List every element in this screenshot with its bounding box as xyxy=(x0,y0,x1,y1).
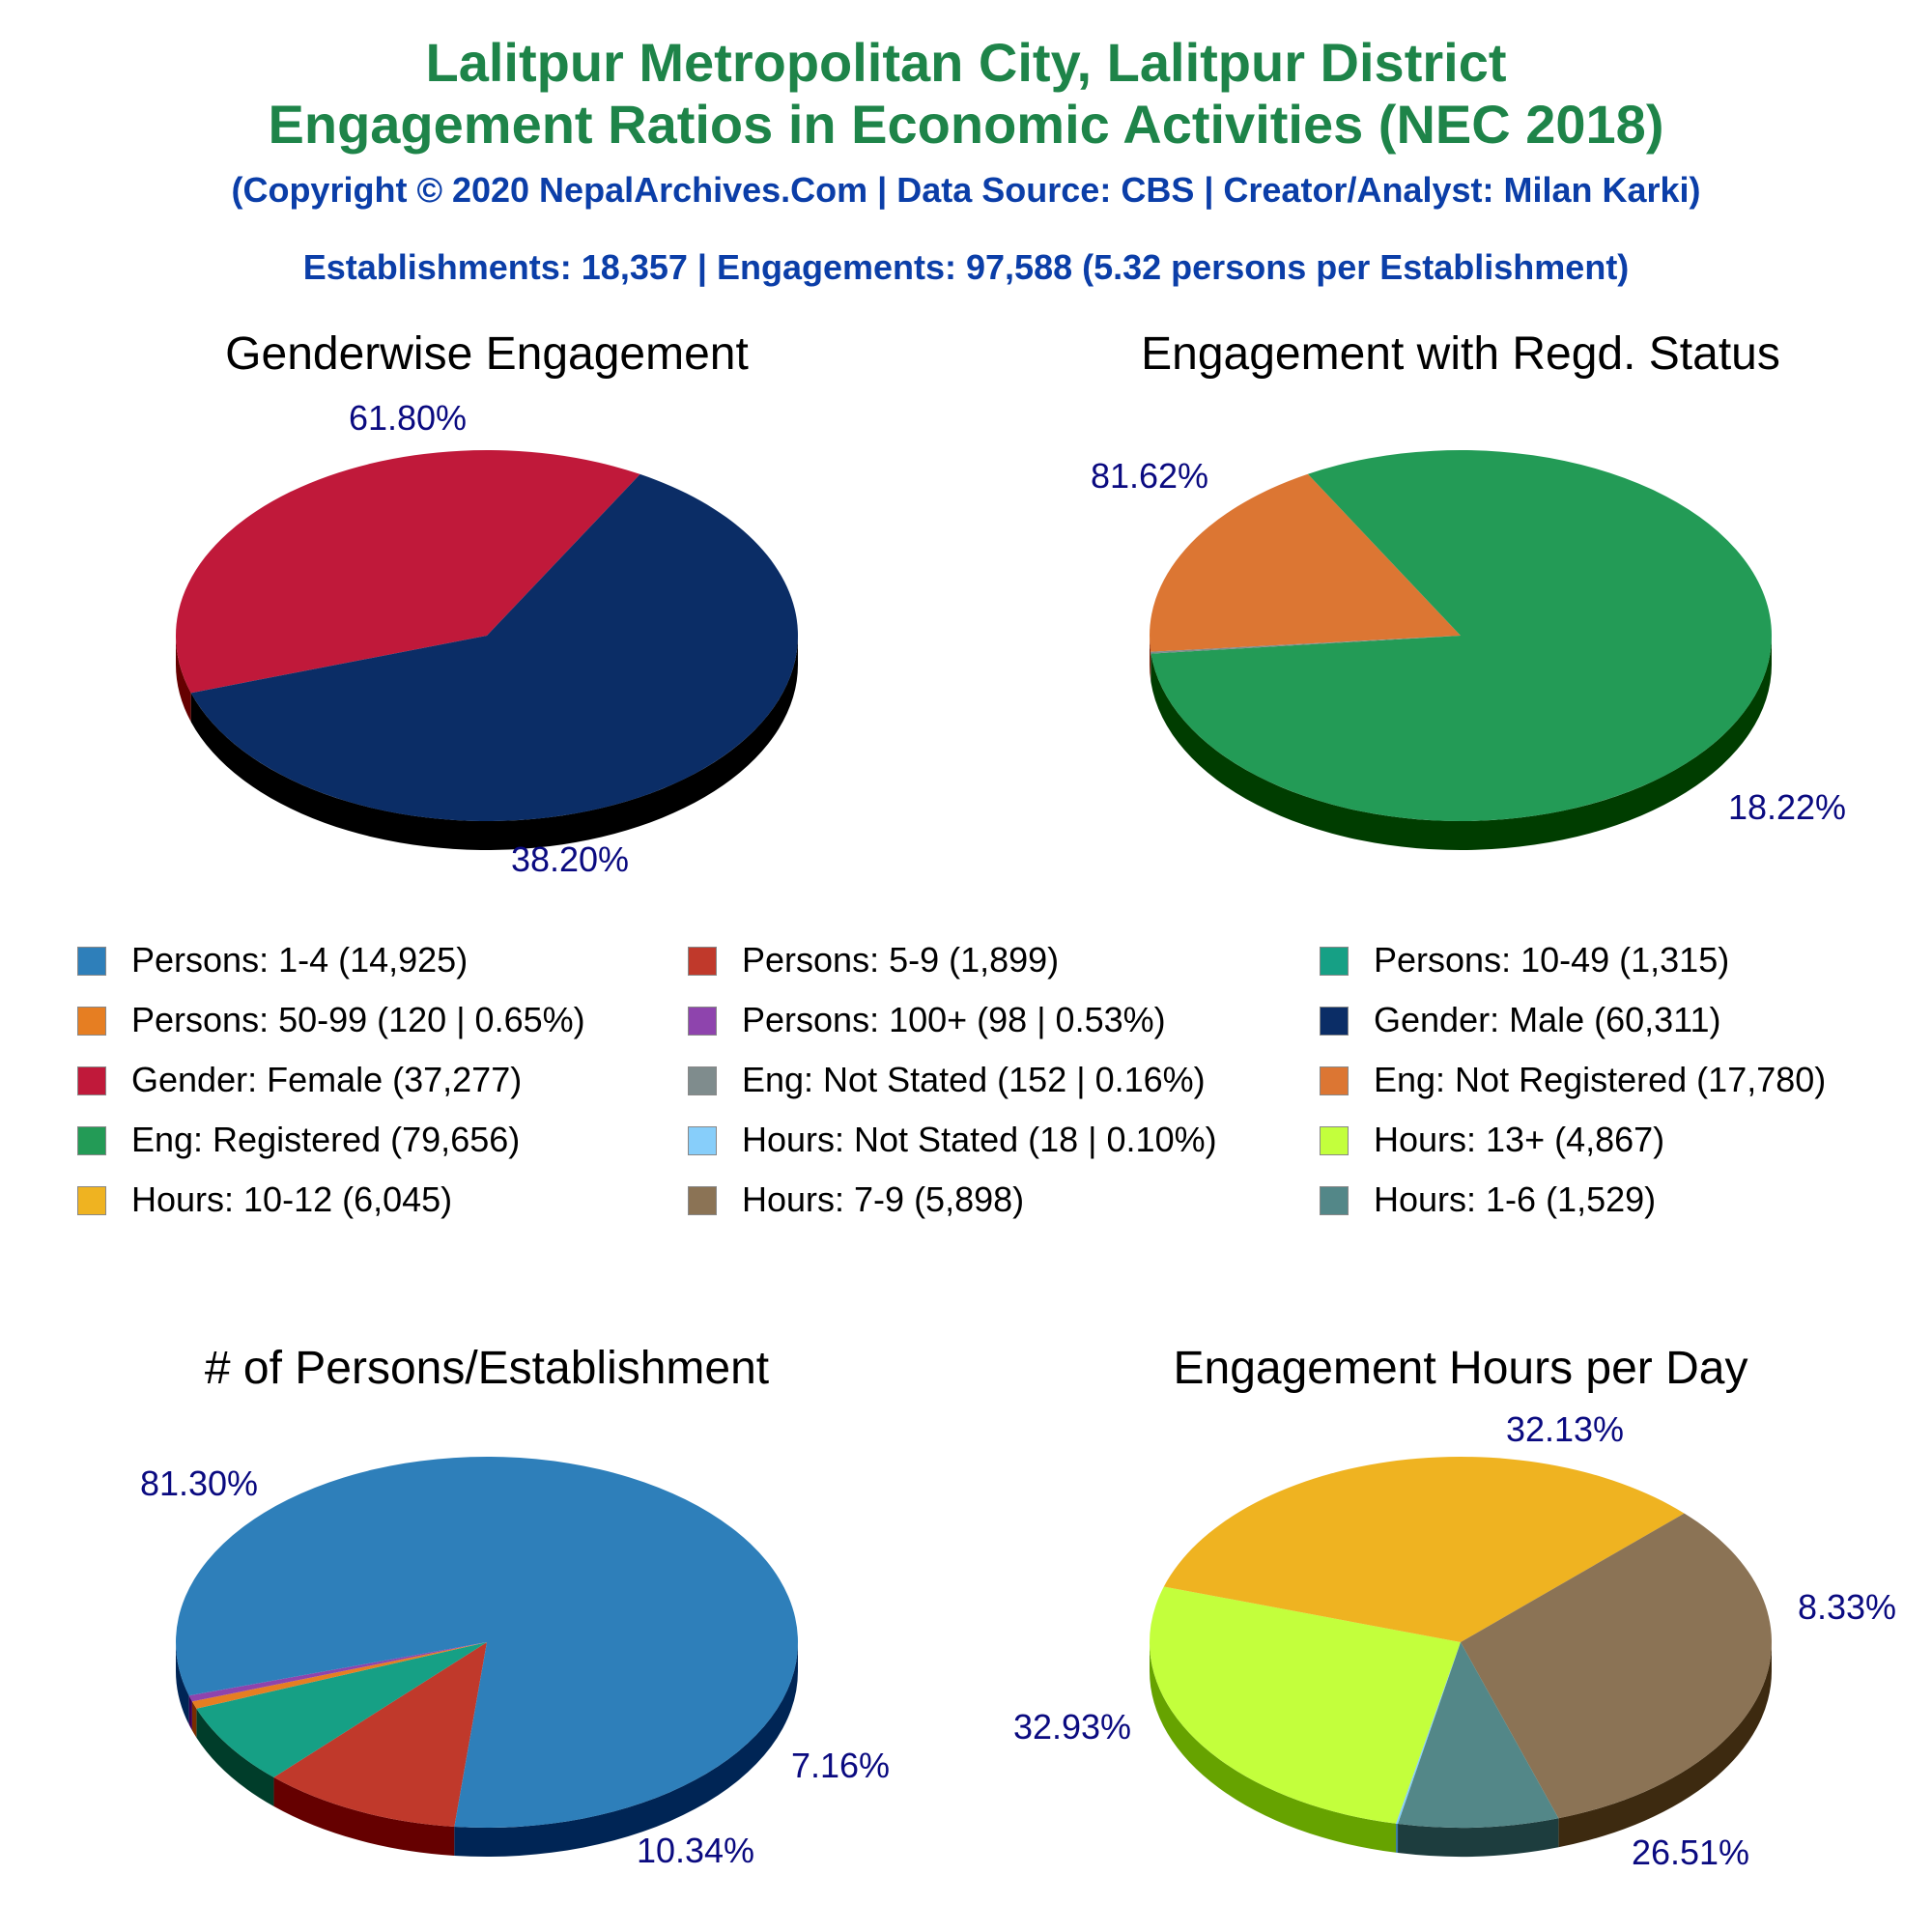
pie-slice xyxy=(176,450,640,694)
pie-slice-side xyxy=(1150,1642,1397,1853)
legend-swatch xyxy=(77,947,106,976)
pie-slice-side xyxy=(1396,1823,1399,1854)
pie-slice-label: 61.80% xyxy=(349,398,467,438)
pie-slice-side xyxy=(176,1642,189,1725)
pie-slice-label: 81.62% xyxy=(1091,456,1208,496)
pie-slice-label: 81.30% xyxy=(140,1463,258,1503)
legend-swatch xyxy=(688,1126,717,1155)
legend-swatch xyxy=(77,1186,106,1215)
chart-title-line2: Engagement Ratios in Economic Activities… xyxy=(268,94,1664,155)
pie-slice-side xyxy=(1558,1642,1772,1848)
pie-title: Engagement Hours per Day xyxy=(1174,1343,1748,1394)
legend-swatch xyxy=(1320,1126,1349,1155)
pie-slice xyxy=(273,1642,487,1827)
pie-slice xyxy=(1151,636,1461,654)
pie-slice-side xyxy=(1150,636,1151,681)
pie-slice-side xyxy=(273,1776,455,1856)
legend-swatch xyxy=(77,1126,106,1155)
legend-label: Persons: 1-4 (14,925) xyxy=(131,940,469,980)
pie-chart: Engagement with Regd. Status 18.22% 81.62% xyxy=(1091,328,1846,851)
summary-line: Establishments: 18,357 | Engagements: 97… xyxy=(302,247,1630,287)
legend-swatch xyxy=(688,1007,717,1036)
legend-label: Hours: 13+ (4,867) xyxy=(1374,1120,1665,1159)
pie-chart: Engagement Hours per Day 26.51% 32.93% 32.1… xyxy=(1013,1343,1896,1872)
legend-label: Eng: Not Registered (17,780) xyxy=(1374,1060,1827,1099)
legend-label: Hours: 1-6 (1,529) xyxy=(1374,1179,1657,1219)
legend-label: Gender: Female (37,277) xyxy=(131,1060,523,1099)
pie-slice xyxy=(1150,473,1461,652)
pie-slice-side xyxy=(176,636,191,723)
pie-chart: # of Persons/Establishment 10.34% 7.16% 81.… xyxy=(140,1343,890,1870)
legend-label: Eng: Not Stated (152 | 0.16%) xyxy=(742,1060,1206,1099)
pie-slice xyxy=(1150,1586,1461,1824)
pie-slice-side xyxy=(190,636,799,851)
legend-swatch xyxy=(1320,1007,1349,1036)
legend-swatch xyxy=(77,1007,106,1036)
legend-swatch xyxy=(1320,1186,1349,1215)
legend-label: Persons: 100+ (98 | 0.53%) xyxy=(742,1000,1166,1039)
pie-slice-side xyxy=(454,1642,798,1857)
pie-slice-label: 26.51% xyxy=(1632,1833,1749,1872)
pie-slice-label: 7.16% xyxy=(791,1746,890,1785)
pie-slice xyxy=(196,1642,487,1777)
pie-title: Engagement with Regd. Status xyxy=(1141,328,1780,380)
legend-label: Hours: 7-9 (5,898) xyxy=(742,1179,1025,1219)
legend-swatch xyxy=(688,1186,717,1215)
pie-slice-side xyxy=(188,1695,192,1731)
legend-swatch xyxy=(688,1066,717,1095)
pie-title: Genderwise Engagement xyxy=(225,328,749,380)
pie-slice xyxy=(190,473,799,821)
pie-title: # of Persons/Establishment xyxy=(205,1343,769,1394)
legend-label: Hours: 10-12 (6,045) xyxy=(131,1179,453,1219)
legend-swatch xyxy=(1320,947,1349,976)
pie-slice xyxy=(1151,449,1772,821)
chart-title-line1: Lalitpur Metropolitan City, Lalitpur Dis… xyxy=(425,32,1507,93)
pie-slice xyxy=(1396,1642,1461,1825)
legend-label: Persons: 10-49 (1,315) xyxy=(1374,940,1730,980)
pie-chart: Genderwise Engagement 38.20% 61.80% xyxy=(176,328,799,879)
pie-slice-side xyxy=(191,1701,197,1738)
pie-slice xyxy=(188,1642,487,1702)
pie-slice-label: 8.33% xyxy=(1798,1587,1896,1627)
copyright-line: (Copyright © 2020 NepalArchives.Com | Da… xyxy=(231,170,1701,210)
pie-slice-label: 18.22% xyxy=(1728,787,1846,827)
legend-swatch xyxy=(1320,1066,1349,1095)
pie-slice xyxy=(1163,1457,1685,1642)
pie-slice-side xyxy=(1398,1818,1559,1857)
pie-slice-label: 38.20% xyxy=(511,839,629,879)
legend-swatch xyxy=(688,947,717,976)
legend-swatch xyxy=(77,1066,106,1095)
pie-slice xyxy=(176,1457,799,1829)
pie-slice-side xyxy=(196,1708,274,1806)
pie-slice-side xyxy=(1151,636,1772,851)
pie-slice xyxy=(1461,1513,1773,1819)
legend-label: Persons: 5-9 (1,899) xyxy=(742,940,1060,980)
pie-slice-label: 32.13% xyxy=(1506,1409,1624,1449)
legend-label: Gender: Male (60,311) xyxy=(1374,1000,1721,1039)
legend-label: Persons: 50-99 (120 | 0.65%) xyxy=(131,1000,585,1039)
pie-slice-label: 10.34% xyxy=(637,1831,754,1870)
pie-slice xyxy=(191,1642,487,1709)
legend-label: Hours: Not Stated (18 | 0.10%) xyxy=(742,1120,1217,1159)
pie-slice xyxy=(1398,1642,1559,1828)
legend-label: Eng: Registered (79,656) xyxy=(131,1120,521,1159)
pie-slice-label: 32.93% xyxy=(1013,1707,1131,1747)
